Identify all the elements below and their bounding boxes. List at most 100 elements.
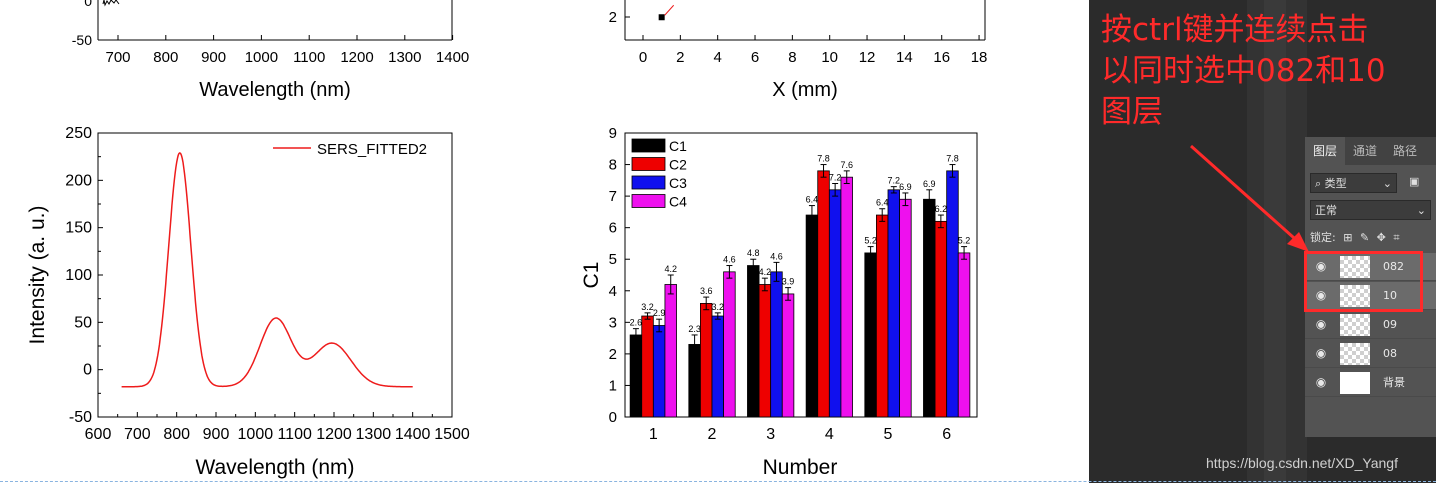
x-tick-label: 900 bbox=[203, 426, 230, 443]
data-label: 2.9 bbox=[653, 308, 666, 318]
series-line-sers-fitted2 bbox=[121, 151, 413, 388]
eye-icon[interactable]: ◉ bbox=[1315, 259, 1327, 273]
layer-10[interactable]: ◉ 10 bbox=[1305, 282, 1436, 310]
bar-c3-4 bbox=[828, 189, 842, 418]
x-tick-label: 700 bbox=[124, 426, 151, 443]
bar-c1-5 bbox=[864, 252, 877, 418]
x-axis-label: X (mm) bbox=[772, 79, 838, 101]
lock-move-icon[interactable]: ✥ bbox=[1376, 231, 1386, 244]
layer-name: 10 bbox=[1383, 289, 1397, 302]
top-left-chart: 0 -50 700 800 900 1000 1100 1200 1300 1400 Wavelen… bbox=[72, 0, 469, 101]
lock-artboard-icon[interactable]: ⌗ bbox=[1393, 231, 1400, 244]
x-tick-label: 2 bbox=[708, 426, 717, 443]
bar-c2-2 bbox=[700, 302, 713, 418]
bar-c3-2 bbox=[711, 315, 725, 418]
x-tick-label: 1500 bbox=[434, 426, 470, 443]
y-tick-label: 5 bbox=[609, 251, 617, 268]
legend-swatch-c2 bbox=[631, 157, 666, 171]
y-tick-label: 0 bbox=[83, 362, 92, 379]
bar-c4-1 bbox=[664, 284, 677, 418]
plot-frame bbox=[97, 132, 453, 418]
x-tick-label: 4 bbox=[714, 49, 722, 66]
bar-c2-3 bbox=[758, 284, 772, 418]
x-tick-label: 1200 bbox=[316, 426, 352, 443]
y-tick-label: 100 bbox=[65, 267, 92, 284]
y-axis-label: C1 bbox=[580, 262, 603, 289]
tab-layers[interactable]: 图层 bbox=[1305, 137, 1346, 165]
bar-c4-2 bbox=[723, 271, 736, 418]
data-label: 7.8 bbox=[817, 154, 830, 164]
x-axis-label: Number bbox=[763, 456, 838, 479]
y-tick-label: 0 bbox=[84, 0, 92, 9]
y-tick-label: 2 bbox=[609, 9, 617, 26]
data-label: 6.9 bbox=[923, 179, 936, 189]
y-tick-label: 0 bbox=[609, 409, 617, 426]
bar-c3-1 bbox=[652, 325, 666, 418]
layer-thumbnail bbox=[1340, 343, 1370, 365]
data-label: 4.2 bbox=[664, 264, 677, 274]
x-tick-label: 1 bbox=[649, 426, 658, 443]
x-tick-label: 16 bbox=[933, 49, 950, 66]
blend-mode-label: 正常 bbox=[1315, 204, 1337, 217]
layer-082[interactable]: ◉ 082 bbox=[1305, 253, 1436, 281]
image-filter-icon[interactable]: ▣ bbox=[1409, 176, 1420, 188]
chevron-down-icon: ⌄ bbox=[1416, 204, 1426, 217]
data-point bbox=[658, 14, 665, 21]
bar-c1-6 bbox=[923, 198, 936, 418]
data-label: 4.2 bbox=[759, 267, 772, 277]
y-tick-label: -50 bbox=[72, 32, 92, 48]
y-tick-label: 200 bbox=[65, 172, 92, 189]
tab-paths[interactable]: 路径 bbox=[1393, 144, 1418, 158]
bar-c1-1 bbox=[629, 334, 643, 418]
eye-icon[interactable]: ◉ bbox=[1315, 317, 1327, 331]
x-tick-label: 1300 bbox=[388, 49, 421, 66]
data-line-fragment bbox=[664, 4, 675, 16]
legend-label: C4 bbox=[669, 194, 687, 210]
eye-icon[interactable]: ◉ bbox=[1315, 346, 1327, 360]
data-label: 6.4 bbox=[876, 198, 889, 208]
layer-thumbnail bbox=[1340, 314, 1370, 336]
x-tick-label: 800 bbox=[163, 426, 190, 443]
eye-icon[interactable]: ◉ bbox=[1315, 375, 1327, 389]
layer-filter-select[interactable]: ⌕ 类型 ⌄ bbox=[1310, 173, 1397, 193]
bar-c4-6 bbox=[957, 252, 971, 418]
legend-label: C1 bbox=[669, 138, 687, 154]
legend-swatch-c3 bbox=[631, 175, 666, 190]
data-label: 7.2 bbox=[829, 172, 842, 182]
bar-c4-3 bbox=[781, 293, 795, 418]
tab-channels[interactable]: 通道 bbox=[1353, 144, 1378, 158]
panel-divider bbox=[1264, 0, 1286, 483]
x-tick-label: 1200 bbox=[340, 49, 373, 66]
x-tick-label: 1400 bbox=[395, 426, 431, 443]
x-tick-label: 4 bbox=[825, 426, 834, 443]
y-tick-label: 4 bbox=[609, 283, 617, 300]
search-icon: ⌕ bbox=[1315, 177, 1322, 190]
y-tick-label: -50 bbox=[69, 409, 92, 426]
x-tick-label: 14 bbox=[896, 49, 913, 66]
spectrum-line-chart: 600 700 800 900 1000 1100 1200 1300 1400 1500 -50 0… bbox=[26, 125, 470, 479]
layer-background[interactable]: ◉ 背景 bbox=[1305, 369, 1436, 397]
data-label: 7.2 bbox=[888, 176, 901, 186]
lock-transparent-icon[interactable]: ⊞ bbox=[1343, 231, 1353, 244]
y-tick-label: 8 bbox=[609, 157, 617, 174]
x-tick-label: 600 bbox=[85, 426, 112, 443]
lock-brush-icon[interactable]: ✎ bbox=[1359, 231, 1370, 244]
x-tick-label: 6 bbox=[942, 426, 951, 443]
layer-09[interactable]: ◉ 09 bbox=[1305, 311, 1436, 339]
data-label: 5.2 bbox=[958, 236, 971, 246]
eye-icon[interactable]: ◉ bbox=[1315, 288, 1327, 302]
layer-thumbnail bbox=[1340, 285, 1370, 307]
blend-mode-select[interactable]: 正常 ⌄ bbox=[1310, 200, 1431, 220]
data-label: 6.9 bbox=[899, 182, 912, 192]
x-tick-label: 3 bbox=[766, 426, 775, 443]
data-label: 6.2 bbox=[935, 204, 948, 214]
x-tick-label: 1000 bbox=[238, 426, 274, 443]
bar-c4-5 bbox=[899, 198, 912, 418]
layer-08[interactable]: ◉ 08 bbox=[1305, 340, 1436, 368]
x-tick-label: 700 bbox=[105, 49, 130, 66]
data-line-fragment bbox=[102, 0, 120, 7]
data-label: 2.6 bbox=[630, 318, 643, 328]
y-tick-label: 6 bbox=[609, 220, 617, 237]
x-tick-label: 10 bbox=[821, 49, 838, 66]
